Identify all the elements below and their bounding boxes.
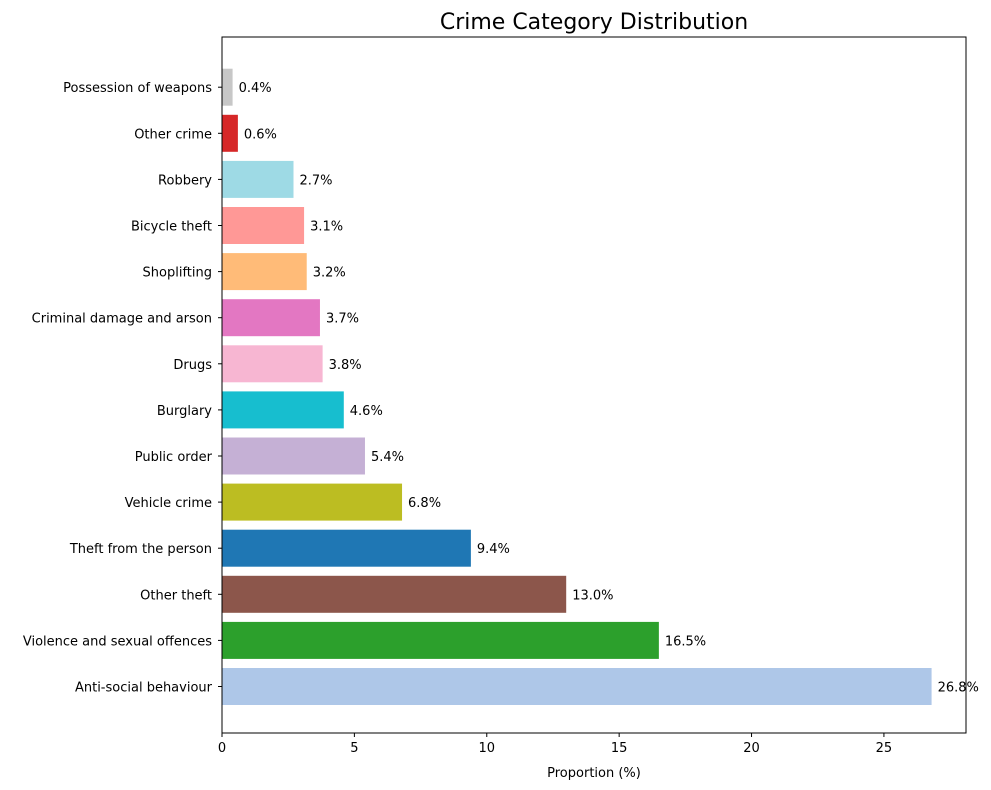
y-tick-label: Theft from the person xyxy=(69,542,212,557)
y-tick-label: Burglary xyxy=(157,404,212,419)
x-tick-label: 0 xyxy=(218,741,226,756)
bar-bicycle-theft xyxy=(222,207,305,244)
y-tick-label: Drugs xyxy=(173,358,212,373)
bars-group xyxy=(222,68,932,705)
value-label: 16.5% xyxy=(665,634,706,649)
bar-burglary xyxy=(222,391,344,429)
value-label: 3.8% xyxy=(329,358,362,373)
bar-shoplifting xyxy=(222,253,307,291)
y-tick-label: Other theft xyxy=(140,588,212,603)
y-tick-label: Bicycle theft xyxy=(131,220,212,235)
value-label: 2.7% xyxy=(299,173,332,188)
y-tick-label: Criminal damage and arson xyxy=(32,312,212,327)
value-label: 3.2% xyxy=(313,266,346,281)
value-label: 0.6% xyxy=(244,127,277,142)
y-tick-label: Other crime xyxy=(134,127,212,142)
y-tick-labels: Anti-social behaviour Violence and sexual… xyxy=(23,81,222,696)
value-label: 3.7% xyxy=(326,312,359,327)
bar-other-theft xyxy=(222,575,567,613)
bar-possession-of-weapons xyxy=(222,68,233,106)
value-label: 5.4% xyxy=(371,450,404,465)
x-axis-label: Proportion (%) xyxy=(547,766,641,781)
bar-drugs xyxy=(222,345,323,383)
bar-public-order xyxy=(222,437,365,475)
value-label: 9.4% xyxy=(477,542,510,557)
x-ticks: 0 5 10 15 20 25 xyxy=(218,733,892,756)
plot-frame xyxy=(221,36,967,734)
value-label: 4.6% xyxy=(350,404,383,419)
value-label: 13.0% xyxy=(572,588,613,603)
value-label: 3.1% xyxy=(310,220,343,235)
bar-violence-and-sexual-offences xyxy=(222,621,659,659)
y-tick-label: Vehicle crime xyxy=(125,496,212,511)
y-tick-label: Possession of weapons xyxy=(63,81,212,96)
value-label: 0.4% xyxy=(239,81,272,96)
bar-other-crime xyxy=(222,114,238,152)
x-tick-label: 25 xyxy=(876,741,893,756)
x-tick-label: 20 xyxy=(743,741,760,756)
value-label: 26.8% xyxy=(938,681,979,696)
bar-anti-social-behaviour xyxy=(222,668,932,705)
bar-robbery xyxy=(222,160,294,198)
y-tick-label: Shoplifting xyxy=(143,266,212,281)
value-labels: 26.8% 16.5% 13.0% 9.4% 6.8% 5.4% 4.6% 3.8% 3.7% 3… xyxy=(239,81,979,695)
chart-title: Crime Category Distribution xyxy=(440,10,748,35)
bar-theft-from-the-person xyxy=(222,529,471,567)
x-tick-label: 15 xyxy=(611,741,628,756)
bar-vehicle-crime xyxy=(222,483,403,521)
value-label: 6.8% xyxy=(408,496,441,511)
x-tick-label: 10 xyxy=(478,741,495,756)
bar-criminal-damage-and-arson xyxy=(222,299,320,337)
y-tick-label: Robbery xyxy=(158,173,212,188)
y-tick-label: Violence and sexual offences xyxy=(23,634,212,649)
x-tick-label: 5 xyxy=(350,741,358,756)
y-tick-label: Public order xyxy=(135,450,213,465)
y-tick-label: Anti-social behaviour xyxy=(75,681,213,696)
